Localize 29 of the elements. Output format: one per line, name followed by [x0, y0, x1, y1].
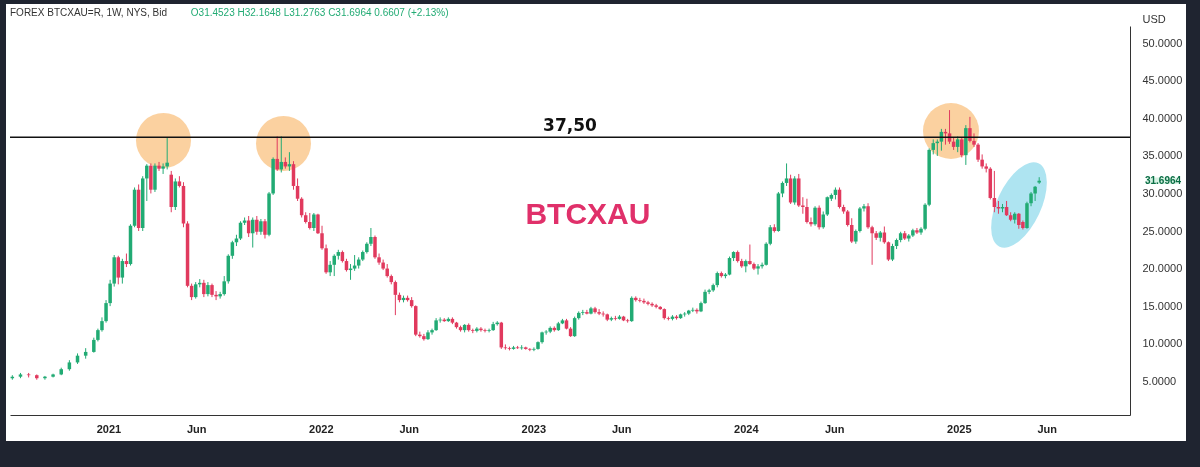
x-tick-label: 2025 [947, 422, 972, 435]
chart-title: FOREX BTCXAU=R, 1W, NYS, Bid [10, 7, 167, 18]
x-tick-label: 2021 [96, 422, 122, 435]
candlestick [548, 325, 552, 334]
y-axis-title: USD [1142, 12, 1166, 25]
candlestick [1037, 176, 1041, 185]
y-tick-label: 5.0000 [1142, 374, 1177, 387]
annotation: BTCXAU [525, 197, 651, 231]
x-tick-label: 2024 [734, 422, 760, 435]
ref-line-label: 37,50 [543, 115, 598, 136]
y-tick-label: 15.0000 [1142, 299, 1183, 312]
y-tick-label: 45.0000 [1142, 74, 1183, 87]
text: 31.6964 [1144, 174, 1182, 186]
chart-subtitle: O31.4523 H32.1648 L31.2763 C31.6964 0.6607 (+2.13%) [190, 7, 449, 18]
x-tick-label: Jun [825, 422, 845, 435]
x-tick-label: Jun [611, 422, 632, 435]
x-tick-label: Jun [187, 422, 207, 435]
y-tick-label: 20.0000 [1142, 262, 1183, 275]
x-tick-label: Jun [399, 422, 420, 435]
y-tick-label: 35.0000 [1142, 149, 1183, 162]
y-tick-label: 50.0000 [1142, 36, 1183, 49]
y-tick-label: 40.0000 [1142, 111, 1183, 124]
x-tick-label: Jun [1037, 422, 1058, 435]
y-tick-label: 25.0000 [1142, 224, 1183, 237]
candlestick [581, 309, 585, 316]
x-tick-label: 2023 [521, 422, 547, 435]
x-tick-label: 2022 [309, 422, 334, 435]
y-tick-label: 10.0000 [1142, 337, 1183, 350]
y-tick-label: 30.0000 [1142, 186, 1183, 199]
